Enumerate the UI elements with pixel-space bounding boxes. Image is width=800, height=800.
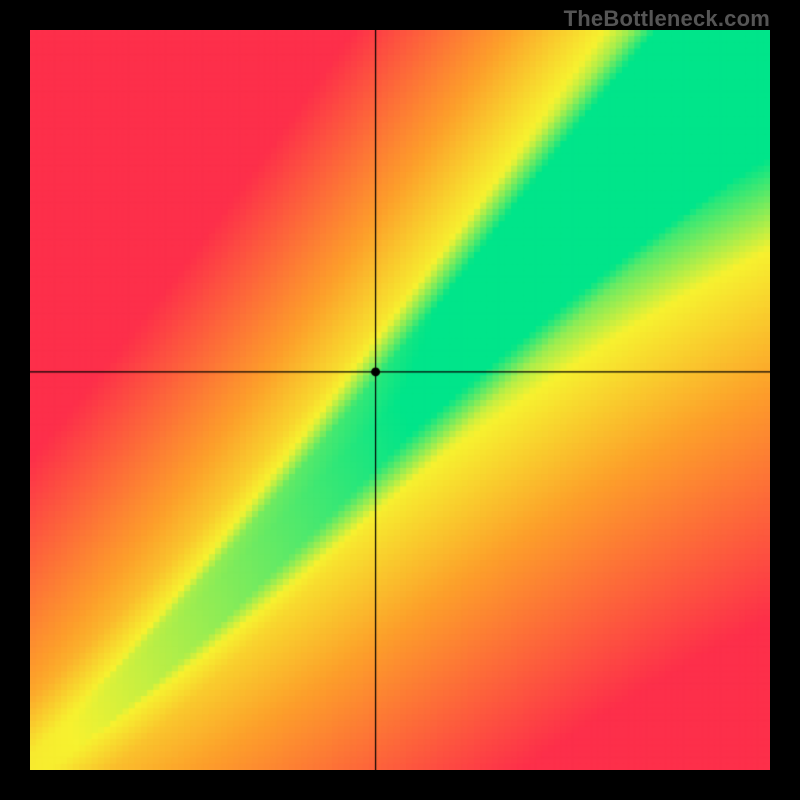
watermark-text: TheBottleneck.com — [564, 6, 770, 32]
bottleneck-heatmap — [30, 30, 770, 770]
chart-container: TheBottleneck.com — [0, 0, 800, 800]
